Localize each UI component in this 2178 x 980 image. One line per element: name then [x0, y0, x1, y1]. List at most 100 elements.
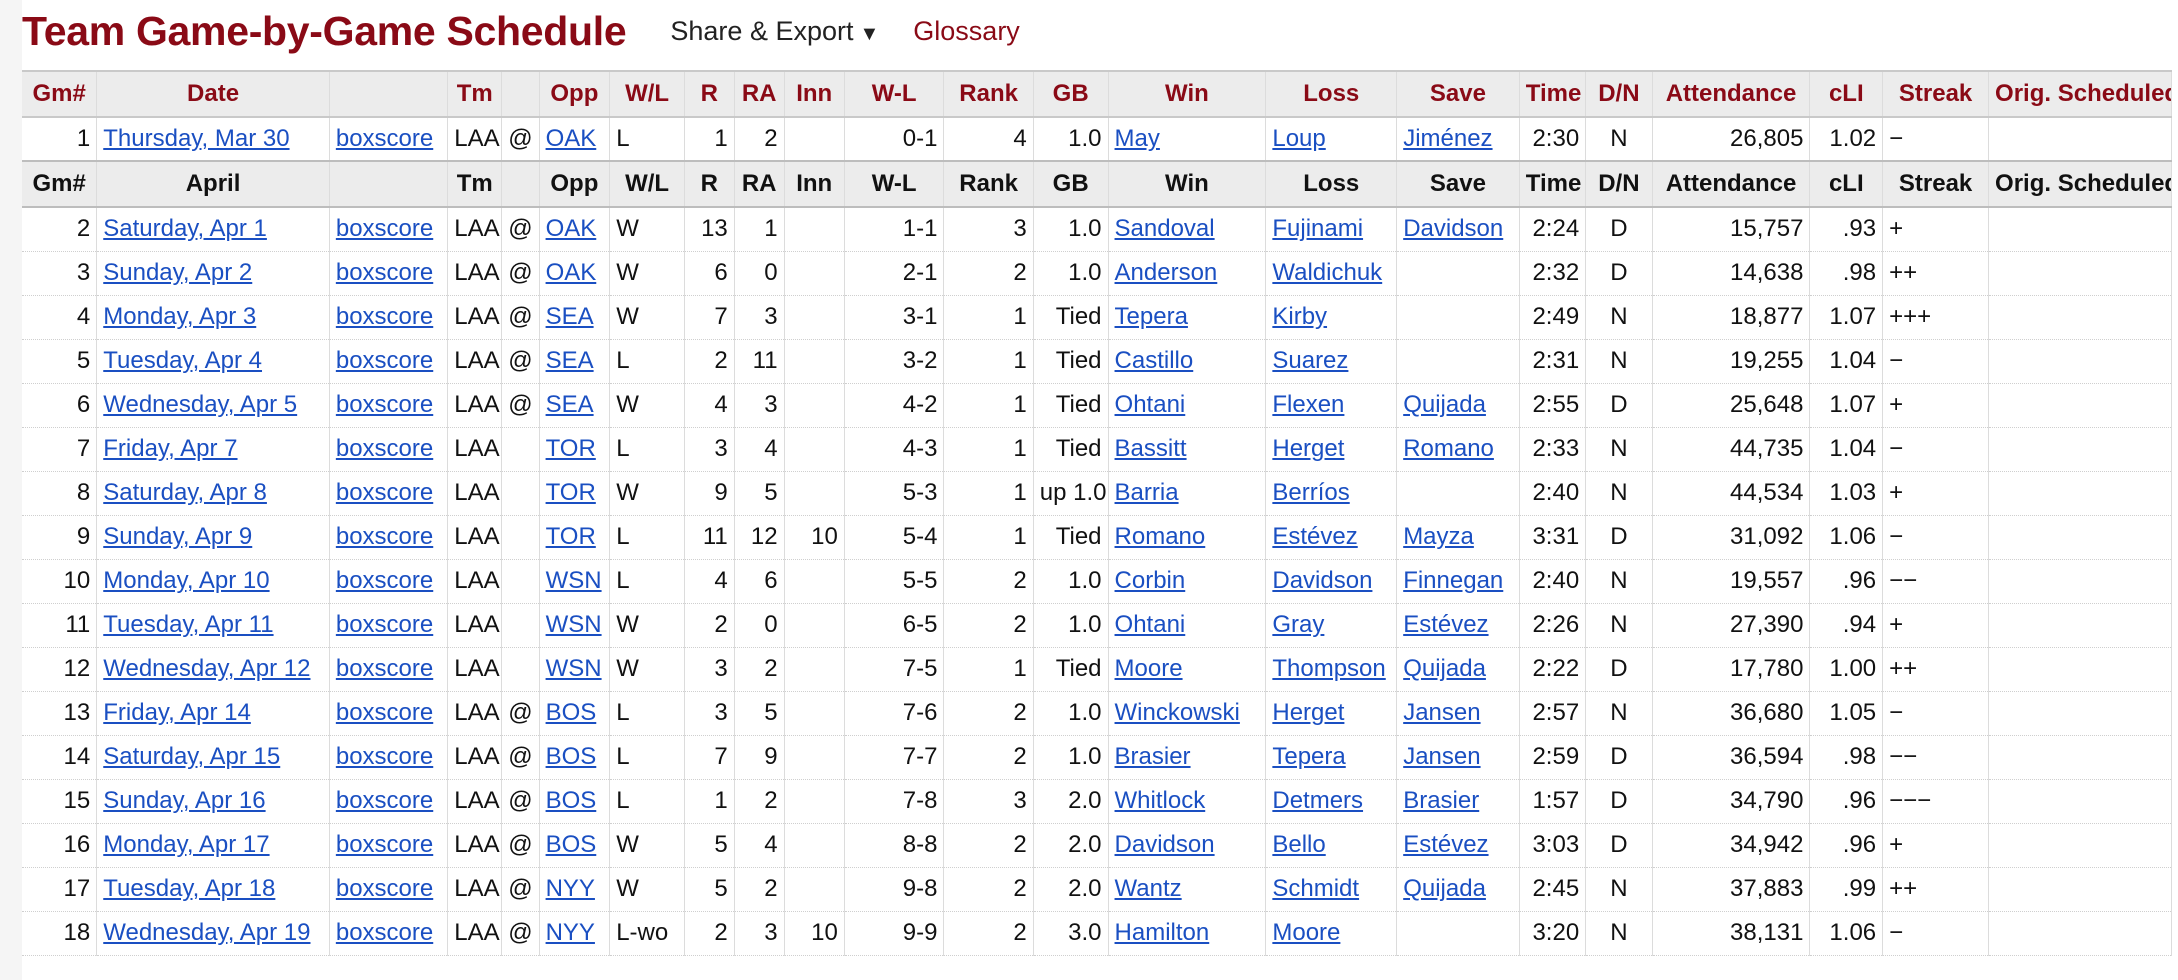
- date-link[interactable]: Tuesday, Apr 18: [103, 875, 276, 902]
- losing-pitcher-link[interactable]: Thompson: [1272, 655, 1386, 682]
- save-pitcher-link[interactable]: Finnegan: [1403, 567, 1504, 594]
- column-header-result[interactable]: W/L: [609, 70, 685, 118]
- losing-pitcher-link[interactable]: Fujinami: [1272, 215, 1364, 243]
- save-pitcher-link[interactable]: Quijada: [1403, 391, 1486, 418]
- opponent-link[interactable]: SEA: [545, 391, 594, 418]
- winning-pitcher-link[interactable]: Winckowski: [1114, 699, 1240, 726]
- column-header-innings[interactable]: Inn: [784, 70, 845, 118]
- boxscore-link-link[interactable]: boxscore: [335, 699, 434, 726]
- boxscore-link-link[interactable]: boxscore: [335, 215, 434, 243]
- opponent-link[interactable]: NYY: [545, 875, 595, 902]
- column-header-cli[interactable]: cLI: [1809, 70, 1884, 118]
- save-pitcher-link[interactable]: Quijada: [1403, 875, 1486, 902]
- opponent-link[interactable]: SEA: [545, 303, 594, 330]
- glossary-link[interactable]: Glossary: [913, 15, 1020, 46]
- column-header-runs[interactable]: R: [684, 70, 735, 118]
- column-header-runs-allowed[interactable]: RA: [734, 70, 785, 118]
- column-header-save-pitcher[interactable]: Save: [1396, 70, 1520, 118]
- boxscore-link-link[interactable]: boxscore: [335, 787, 434, 814]
- losing-pitcher-link[interactable]: Tepera: [1272, 743, 1346, 770]
- opponent-link[interactable]: WSN: [545, 567, 602, 594]
- column-header-orig-scheduled[interactable]: Orig. Scheduled: [1988, 70, 2172, 118]
- opponent-link[interactable]: TOR: [545, 523, 596, 550]
- date-link[interactable]: Monday, Apr 3: [103, 303, 257, 330]
- winning-pitcher-link[interactable]: May: [1114, 125, 1160, 152]
- date-link[interactable]: Tuesday, Apr 11: [103, 611, 274, 638]
- opponent-link[interactable]: TOR: [545, 435, 596, 462]
- save-pitcher-link[interactable]: Jansen: [1403, 743, 1481, 770]
- column-header-game-number[interactable]: Gm#: [22, 70, 98, 118]
- opponent-link[interactable]: WSN: [545, 655, 602, 682]
- losing-pitcher-link[interactable]: Kirby: [1272, 303, 1328, 330]
- boxscore-link-link[interactable]: boxscore: [335, 303, 434, 330]
- save-pitcher-link[interactable]: Quijada: [1403, 655, 1486, 682]
- losing-pitcher-link[interactable]: Berríos: [1272, 479, 1350, 506]
- boxscore-link-link[interactable]: boxscore: [335, 743, 434, 770]
- column-header-date[interactable]: Date: [96, 70, 330, 118]
- column-header-home-away[interactable]: [501, 70, 540, 118]
- winning-pitcher-link[interactable]: Anderson: [1114, 259, 1218, 286]
- winning-pitcher-link[interactable]: Ohtani: [1114, 611, 1186, 638]
- date-link[interactable]: Monday, Apr 10: [103, 567, 270, 594]
- opponent-link[interactable]: OAK: [545, 259, 597, 286]
- date-link[interactable]: Friday, Apr 7: [103, 435, 238, 462]
- opponent-link[interactable]: OAK: [545, 215, 597, 243]
- winning-pitcher-link[interactable]: Barria: [1114, 479, 1179, 506]
- opponent-link[interactable]: BOS: [545, 831, 597, 858]
- column-header-day-night[interactable]: D/N: [1585, 70, 1653, 118]
- boxscore-link-link[interactable]: boxscore: [335, 435, 434, 462]
- date-link[interactable]: Tuesday, Apr 4: [103, 347, 263, 374]
- date-link[interactable]: Sunday, Apr 9: [103, 523, 253, 550]
- save-pitcher-link[interactable]: Estévez: [1403, 611, 1489, 638]
- boxscore-link-link[interactable]: boxscore: [335, 479, 434, 506]
- boxscore-link-link[interactable]: boxscore: [335, 875, 434, 902]
- losing-pitcher-link[interactable]: Herget: [1272, 699, 1345, 726]
- losing-pitcher-link[interactable]: Suarez: [1272, 347, 1349, 374]
- winning-pitcher-link[interactable]: Whitlock: [1114, 787, 1206, 814]
- winning-pitcher-link[interactable]: Romano: [1114, 523, 1206, 550]
- losing-pitcher-link[interactable]: Bello: [1272, 831, 1326, 858]
- column-header-winning-pitcher[interactable]: Win: [1108, 70, 1267, 118]
- date-link[interactable]: Saturday, Apr 1: [103, 215, 267, 243]
- losing-pitcher-link[interactable]: Waldichuk: [1272, 259, 1383, 286]
- column-header-losing-pitcher[interactable]: Loss: [1265, 70, 1398, 118]
- losing-pitcher-link[interactable]: Detmers: [1272, 787, 1364, 814]
- date-link[interactable]: Monday, Apr 17: [103, 831, 270, 858]
- boxscore-link-link[interactable]: boxscore: [335, 523, 434, 550]
- winning-pitcher-link[interactable]: Ohtani: [1114, 391, 1186, 418]
- losing-pitcher-link[interactable]: Davidson: [1272, 567, 1373, 594]
- opponent-link[interactable]: OAK: [545, 125, 597, 152]
- column-header-games-back[interactable]: GB: [1033, 70, 1109, 118]
- date-link[interactable]: Wednesday, Apr 12: [103, 655, 311, 682]
- winning-pitcher-link[interactable]: Castillo: [1114, 347, 1194, 374]
- losing-pitcher-link[interactable]: Herget: [1272, 435, 1345, 462]
- losing-pitcher-link[interactable]: Flexen: [1272, 391, 1345, 418]
- column-header-boxscore-link[interactable]: [329, 70, 449, 118]
- winning-pitcher-link[interactable]: Tepera: [1114, 303, 1188, 330]
- column-header-rank[interactable]: Rank: [943, 70, 1034, 118]
- boxscore-link-link[interactable]: boxscore: [335, 259, 434, 286]
- share-export-menu[interactable]: Share & Export ▼: [670, 16, 879, 47]
- opponent-link[interactable]: TOR: [545, 479, 596, 506]
- date-link[interactable]: Friday, Apr 14: [103, 699, 251, 726]
- boxscore-link-link[interactable]: boxscore: [335, 919, 434, 946]
- save-pitcher-link[interactable]: Estévez: [1403, 831, 1489, 858]
- winning-pitcher-link[interactable]: Corbin: [1114, 567, 1186, 594]
- opponent-link[interactable]: BOS: [545, 787, 597, 814]
- boxscore-link-link[interactable]: boxscore: [335, 611, 434, 638]
- losing-pitcher-link[interactable]: Moore: [1272, 919, 1341, 946]
- winning-pitcher-link[interactable]: Wantz: [1114, 875, 1182, 902]
- winning-pitcher-link[interactable]: Brasier: [1114, 743, 1191, 770]
- column-header-attendance[interactable]: Attendance: [1652, 70, 1811, 118]
- opponent-link[interactable]: BOS: [545, 699, 597, 726]
- boxscore-link-link[interactable]: boxscore: [335, 125, 434, 152]
- losing-pitcher-link[interactable]: Gray: [1272, 611, 1325, 638]
- opponent-link[interactable]: WSN: [545, 611, 602, 638]
- boxscore-link-link[interactable]: boxscore: [335, 391, 434, 418]
- save-pitcher-link[interactable]: Jansen: [1403, 699, 1481, 726]
- losing-pitcher-link[interactable]: Schmidt: [1272, 875, 1360, 902]
- save-pitcher-link[interactable]: Davidson: [1403, 215, 1504, 243]
- winning-pitcher-link[interactable]: Hamilton: [1114, 919, 1210, 946]
- boxscore-link-link[interactable]: boxscore: [335, 831, 434, 858]
- losing-pitcher-link[interactable]: Loup: [1272, 125, 1326, 152]
